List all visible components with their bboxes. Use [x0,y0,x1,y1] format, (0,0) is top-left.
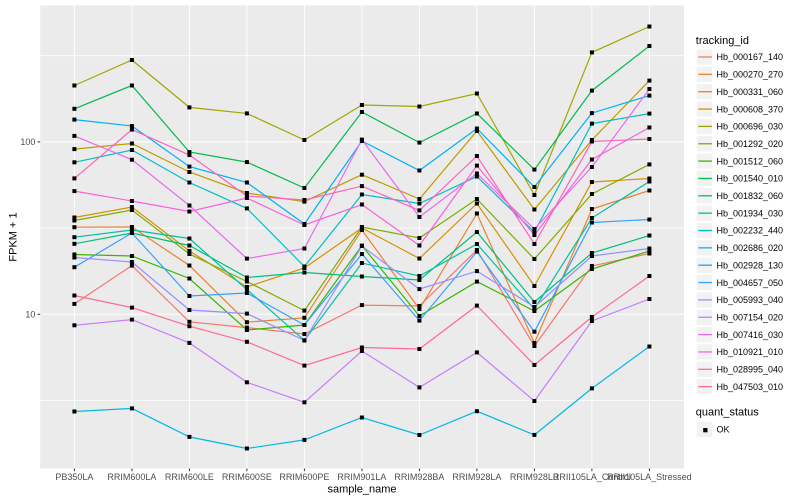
svg-text:Hb_001832_060: Hb_001832_060 [717,191,784,201]
svg-text:Hb_001934_030: Hb_001934_030 [717,208,784,218]
svg-text:RRII105LA_Control: RRII105LA_Control [553,472,631,482]
svg-text:quant_status: quant_status [696,407,759,419]
svg-text:Hb_047503_010: Hb_047503_010 [717,382,784,392]
svg-text:RRII105LA_Stressed: RRII105LA_Stressed [607,472,692,482]
svg-text:Hb_005993_040: Hb_005993_040 [717,295,784,305]
svg-text:sample_name: sample_name [327,484,396,496]
svg-text:Hb_007154_020: Hb_007154_020 [717,312,784,322]
svg-text:Hb_028995_040: Hb_028995_040 [717,365,784,375]
svg-text:Hb_002928_130: Hb_002928_130 [717,260,784,270]
svg-text:Hb_007416_030: Hb_007416_030 [717,330,784,340]
svg-text:Hb_010921_010: Hb_010921_010 [717,347,784,357]
svg-text:Hb_001512_060: Hb_001512_060 [717,156,784,166]
svg-text:FPKM + 1: FPKM + 1 [8,212,20,261]
svg-text:RRIM600LA: RRIM600LA [107,472,156,482]
svg-text:RRIM928LB: RRIM928LB [510,472,559,482]
svg-text:RRIM600LE: RRIM600LE [165,472,214,482]
svg-text:Hb_000167_140: Hb_000167_140 [717,52,784,62]
svg-text:Hb_001540_010: Hb_001540_010 [717,174,784,184]
svg-text:10: 10 [25,309,35,319]
svg-text:100: 100 [20,137,35,147]
svg-text:Hb_000696_030: Hb_000696_030 [717,122,784,132]
svg-text:OK: OK [717,425,730,435]
svg-text:Hb_002232_440: Hb_002232_440 [717,226,784,236]
svg-text:Hb_000331_060: Hb_000331_060 [717,87,784,97]
svg-text:Hb_000270_270: Hb_000270_270 [717,70,784,80]
svg-text:Hb_001292_020: Hb_001292_020 [717,139,784,149]
svg-text:Hb_000608_370: Hb_000608_370 [717,104,784,114]
svg-text:RRIM600SE: RRIM600SE [222,472,272,482]
svg-text:RRIM600PE: RRIM600PE [279,472,329,482]
svg-text:Hb_004657_050: Hb_004657_050 [717,278,784,288]
svg-text:tracking_id: tracking_id [696,35,749,47]
svg-text:RRIM928LA: RRIM928LA [452,472,501,482]
svg-text:RRIM928BA: RRIM928BA [394,472,444,482]
svg-text:Hb_002686_020: Hb_002686_020 [717,243,784,253]
svg-text:PB350LA: PB350LA [55,472,93,482]
svg-text:RRIM901LA: RRIM901LA [337,472,386,482]
